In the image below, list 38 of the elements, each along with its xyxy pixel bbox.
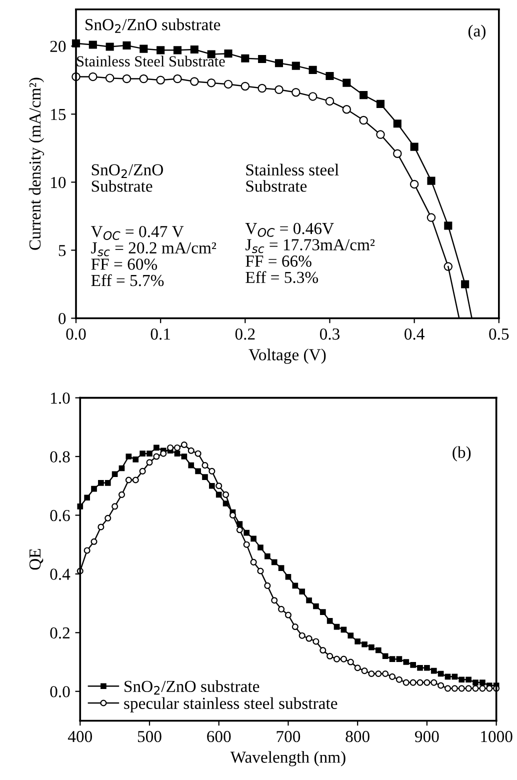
y-tick-label: 5	[58, 245, 66, 256]
x-tick-label: 0.4	[404, 328, 424, 340]
x-tick-label: 700	[276, 730, 300, 742]
x-tick-label: 0.1	[150, 328, 170, 340]
x-tick-label: 0.3	[320, 328, 340, 340]
legend-label: SnO$_{2}$/ZnO substrate	[124, 680, 260, 695]
x-tick-label: 600	[207, 730, 231, 742]
y-axis-title: Current density (mA/cm²)	[28, 78, 44, 250]
y-tick-label: 0.4	[50, 568, 70, 580]
y-tick-label: 0.2	[50, 627, 70, 639]
y-tick-label: 20	[50, 40, 66, 52]
x-axis-title: Voltage (V)	[248, 348, 326, 364]
x-tick-label: 400	[68, 730, 92, 742]
y-tick-label: 0	[58, 312, 66, 324]
annotation: Stainless steel Substrate	[246, 164, 339, 192]
annotation: SnO$_{2}$/ZnO Substrate	[92, 164, 163, 192]
y-tick-label: 0.6	[50, 510, 70, 522]
annotation: SnO$_{2}$/ZnO substrate	[86, 18, 220, 33]
y-axis-title: QE	[29, 548, 44, 570]
text: V$_{OC}$ = 0.47 V J$_{sc}$ = 20.2 mA/cm² FF = 60% Eff = 5.7%	[90, 226, 216, 286]
x-axis-title: Wavelength (nm)	[230, 751, 346, 766]
x-tick-label: 800	[346, 730, 370, 742]
x-tick-label: 900	[414, 730, 439, 742]
annotation: Stainless Steel Substrate	[77, 56, 225, 66]
x-tick-label: 0.2	[235, 328, 255, 340]
x-tick-label: 0.5	[489, 328, 509, 340]
legend-label: specular stainless steel substrate	[124, 697, 338, 712]
annotation: (a)	[468, 24, 486, 40]
y-tick-label: 0.0	[50, 686, 70, 698]
x-tick-label: 500	[138, 730, 162, 742]
y-tick-label: 10	[51, 176, 66, 188]
y-tick-label: 0.8	[50, 451, 70, 463]
x-tick-label: 0.0	[66, 328, 86, 340]
x-tick-label: 1000	[481, 730, 512, 742]
text: V$_{OC}$ = 0.46V J$_{sc}$ = 17.73mA/cm² FF = 66% Eff = 5.3%	[245, 222, 375, 284]
annotation: (b)	[452, 446, 471, 462]
y-tick-label: 15	[51, 108, 66, 120]
y-tick-label: 1.0	[51, 392, 70, 404]
